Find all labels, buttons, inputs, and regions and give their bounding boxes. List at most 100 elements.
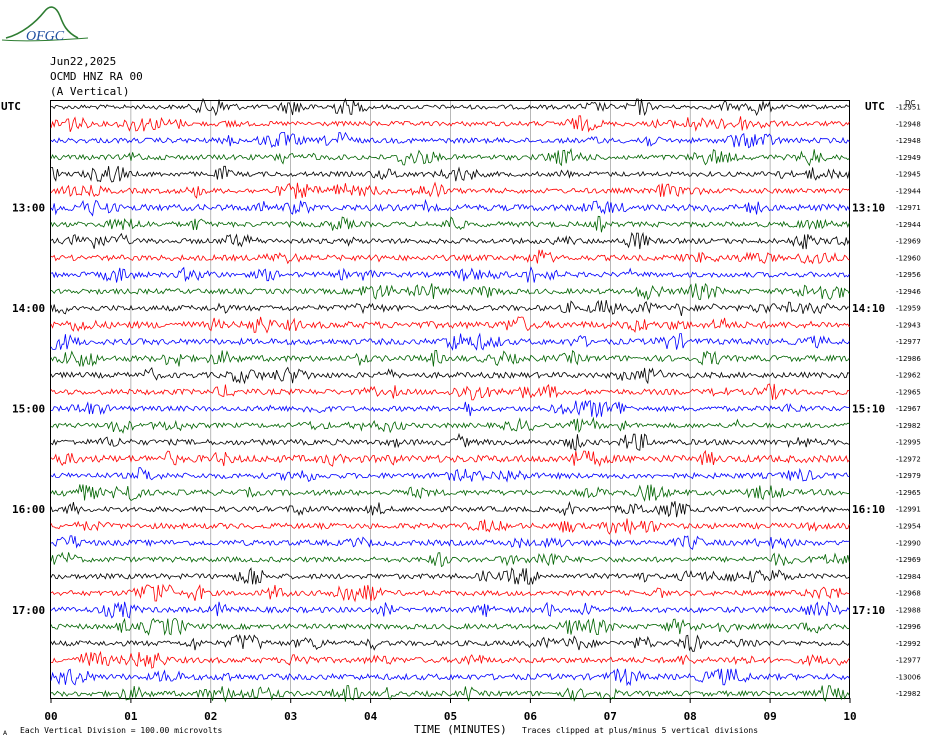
trace-line [50, 449, 850, 468]
logo-mountain-swoosh [5, 6, 79, 39]
trace-offset-label: -12945 [896, 171, 921, 179]
trace-offset-label: -12943 [896, 321, 921, 329]
x-tick-label: 03 [284, 710, 297, 723]
x-tick-label: 01 [124, 710, 138, 723]
ofgc-logo: OFGC [1, 6, 89, 44]
trace-offset-label: -12988 [896, 606, 921, 614]
trace-line [50, 617, 850, 636]
trace-line [50, 685, 850, 703]
x-tick-label: 05 [444, 710, 457, 723]
trace-line [50, 467, 850, 483]
x-tick-label: 04 [364, 710, 378, 723]
trace-offset-label: -12959 [896, 305, 921, 313]
offset-column-header: DC [905, 99, 915, 107]
trace-offset-label: -12990 [896, 539, 921, 547]
trace-offset-label: -12965 [896, 489, 921, 497]
trace-line [50, 300, 850, 316]
trace-line [50, 567, 850, 585]
x-axis-ticks: 00 01 02 03 04 05 06 07 08 09 10 [44, 698, 857, 723]
trace-line [50, 416, 850, 434]
trace-offset-label: -12954 [896, 523, 921, 531]
left-timezone-label: UTC [1, 100, 21, 113]
trace-offset-label: -12971 [896, 204, 921, 212]
trace-line [50, 115, 850, 133]
trace-offset-label: -12977 [896, 338, 921, 346]
trace-offset-label: -12992 [896, 640, 921, 648]
trace-offset-label: -12948 [896, 137, 921, 145]
x-tick-label: 02 [204, 710, 217, 723]
trace-line [50, 181, 850, 199]
trace-offset-label: -12951 [896, 104, 921, 112]
left-hour-label: 17:00 [12, 604, 45, 617]
x-tick-label: 09 [763, 710, 776, 723]
trace-line [50, 266, 850, 283]
x-tick-label: 08 [684, 710, 697, 723]
trace-offset-label: -12991 [896, 506, 921, 514]
trace-line [50, 383, 850, 401]
trace-offset-label: -12949 [896, 154, 921, 162]
trace-offset-label: -13006 [896, 673, 921, 681]
trace-line [50, 131, 850, 149]
right-hour-label: 16:10 [852, 503, 885, 516]
station-channel: OCMD HNZ RA 00 [50, 70, 143, 83]
trace-line [50, 501, 850, 518]
x-axis-title: TIME (MINUTES) [414, 723, 507, 736]
trace-line [50, 668, 850, 687]
trace-offset-label: -12946 [896, 288, 921, 296]
trace-line [50, 332, 850, 351]
trace-offset-label: -12982 [896, 690, 921, 698]
trace-offset-label: -12944 [896, 221, 921, 229]
trace-offset-label: -12969 [896, 556, 921, 564]
trace-line [50, 583, 850, 603]
trace-line [50, 366, 850, 385]
minute-gridlines [130, 101, 771, 698]
x-tick-label: 07 [604, 710, 617, 723]
seismic-traces [50, 97, 850, 703]
trace-line [50, 316, 850, 334]
trace-offset-label: -12984 [896, 573, 921, 581]
trace-line [50, 633, 850, 652]
trace-offset-label: -12967 [896, 405, 921, 413]
trace-line [50, 165, 850, 183]
clipping-note: Traces clipped at plus/minus 5 vertical … [522, 726, 758, 735]
trace-line [50, 249, 850, 265]
trace-offset-label: -12982 [896, 422, 921, 430]
footer-corner-mark: A [3, 730, 8, 737]
right-hour-label: 14:10 [852, 302, 885, 315]
trace-offset-label: -12968 [896, 590, 921, 598]
trace-offset-label: -12972 [896, 455, 921, 463]
component-label: (A Vertical) [50, 85, 129, 98]
trace-offset-label: -12979 [896, 472, 921, 480]
trace-offset-label: -12995 [896, 439, 921, 447]
trace-offset-label: -12962 [896, 372, 921, 380]
hour-labels: 13:00 14:00 15:00 16:00 17:00 13:10 14:10 15:10… [12, 202, 885, 617]
logo-text: OFGC [26, 29, 65, 44]
trace-line [50, 198, 850, 217]
trace-offset-label: -12948 [896, 120, 921, 128]
trace-line [50, 231, 850, 250]
trace-line [50, 535, 850, 550]
trace-line [50, 518, 850, 536]
trace-offset-label: -12986 [896, 355, 921, 363]
trace-offset-label: -12977 [896, 657, 921, 665]
vertical-scale-note: Each Vertical Division = 100.00 microvol… [20, 726, 222, 735]
trace-offset-label: -12960 [896, 254, 921, 262]
x-tick-label: 10 [843, 710, 856, 723]
trace-line [50, 432, 850, 451]
trace-line [50, 147, 850, 167]
trace-line [50, 349, 850, 367]
left-hour-label: 15:00 [12, 403, 45, 416]
trace-offset-label: -12969 [896, 238, 921, 246]
trace-line [50, 551, 850, 568]
right-hour-label: 17:10 [852, 604, 885, 617]
trace-offset-labels: -12951 -12948 -12948 -12949 -12945 -12944 -129… [896, 104, 921, 699]
trace-line [50, 97, 850, 117]
left-hour-label: 16:00 [12, 503, 45, 516]
right-hour-label: 13:10 [852, 202, 885, 215]
left-hour-label: 14:00 [12, 302, 45, 315]
trace-line [50, 215, 850, 233]
trace-offset-label: -12944 [896, 187, 921, 195]
right-hour-label: 15:10 [852, 403, 885, 416]
right-timezone-label: UTC [865, 100, 885, 113]
trace-line [50, 601, 850, 619]
